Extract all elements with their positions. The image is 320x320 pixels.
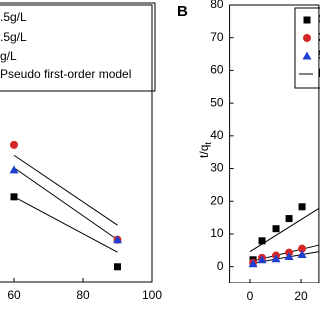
marker-triangle [284,252,294,261]
marker-square [258,237,266,245]
legend-label: .5g/L [0,10,27,24]
plot-frame [0,4,153,283]
legend-label: P [318,66,320,80]
marker-triangle [302,51,312,60]
panel [0,4,153,283]
y-axis-label-sub: t [203,142,213,145]
marker-triangle [9,165,19,174]
fit-line [13,196,118,253]
x-tick-label: 0 [247,289,254,303]
y-axis-label: t/qt [197,142,213,158]
marker-triangle [248,259,258,268]
marker-triangle [271,254,281,263]
marker-triangle [113,235,122,244]
legend-label: 0 [318,12,320,26]
marker-square [10,193,18,201]
marker-square [114,263,121,271]
y-tick-label: 10 [210,226,224,240]
legend-box [294,7,320,89]
marker-circle [10,140,18,149]
fit-line [249,208,320,253]
marker-circle [298,244,307,253]
marker-triangle [297,250,307,259]
x-tick-label: 60 [7,288,21,302]
x-tick-label: 80 [76,288,90,302]
legend-label: Pseudo first-order model [0,67,131,81]
legend-label: 5 [318,48,320,62]
marker-square [272,225,280,233]
marker-square [298,203,306,211]
y-tick-label: 0 [217,259,224,273]
fit-line [13,167,118,241]
y-tick-label: 20 [210,193,224,207]
marker-triangle [257,255,267,264]
y-tick-label: 70 [210,30,224,44]
panel [229,4,320,283]
y-tick-label: 40 [210,128,224,142]
y-axis-label-main: t/q [197,145,211,158]
x-tick-label: 20 [294,289,308,303]
x-tick-label: 100 [142,288,162,302]
marker-square [303,16,311,24]
y-tick-label: 30 [210,161,224,175]
y-tick-label: 80 [210,0,224,11]
marker-square [285,215,293,223]
y-tick-label: 60 [210,63,224,77]
legend-label: 2 [318,30,320,44]
plot-frame [229,4,320,283]
y-tick-label: 50 [210,95,224,109]
legend-label: .5g/L [0,30,27,44]
fit-line [13,154,118,226]
legend-box [0,2,156,92]
panel-label: B [177,3,188,20]
legend-label: g/L [0,49,17,63]
marker-circle [303,34,311,42]
